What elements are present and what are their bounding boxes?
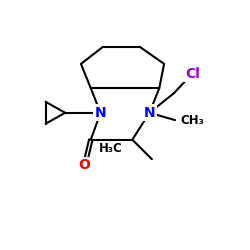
Text: H₃C: H₃C [99, 142, 122, 155]
Text: O: O [79, 158, 90, 172]
Text: CH₃: CH₃ [180, 114, 204, 126]
Text: Cl: Cl [185, 67, 200, 81]
Text: N: N [95, 106, 106, 120]
Text: N: N [144, 106, 155, 120]
